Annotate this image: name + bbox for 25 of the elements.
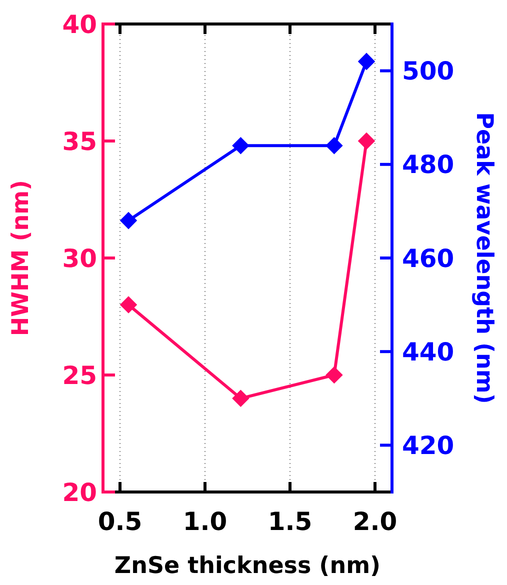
y-axis-title: HWHM (nm) (8, 180, 34, 336)
y-tick-label: 30 (62, 244, 97, 273)
point (120, 212, 138, 230)
y-tick-label: 20 (62, 478, 97, 507)
y-tick-label: 35 (62, 126, 97, 156)
point (232, 390, 250, 408)
point (358, 52, 376, 70)
point (326, 366, 343, 384)
point (326, 137, 343, 154)
point (120, 296, 138, 314)
x-tick-label: 1.5 (268, 507, 312, 536)
y2-tick-label: 480 (402, 150, 454, 180)
y2-tick-label: 460 (402, 244, 454, 273)
x-tick-label: 1.0 (182, 507, 228, 536)
point (232, 137, 250, 154)
x-tick-label: 0.5 (98, 507, 142, 536)
y2-tick-label: 500 (402, 56, 454, 86)
y-tick-label: 25 (62, 360, 97, 390)
y2-tick-label: 440 (402, 337, 454, 366)
y2-tick-label: 420 (402, 430, 454, 460)
x-axis-title: ZnSe thickness (nm) (114, 553, 381, 579)
point (358, 132, 376, 150)
x-tick-label: 2.0 (352, 507, 398, 536)
y-tick-label: 40 (62, 10, 97, 39)
y2-axis-title: Peak wavelength (nm) (471, 112, 497, 404)
